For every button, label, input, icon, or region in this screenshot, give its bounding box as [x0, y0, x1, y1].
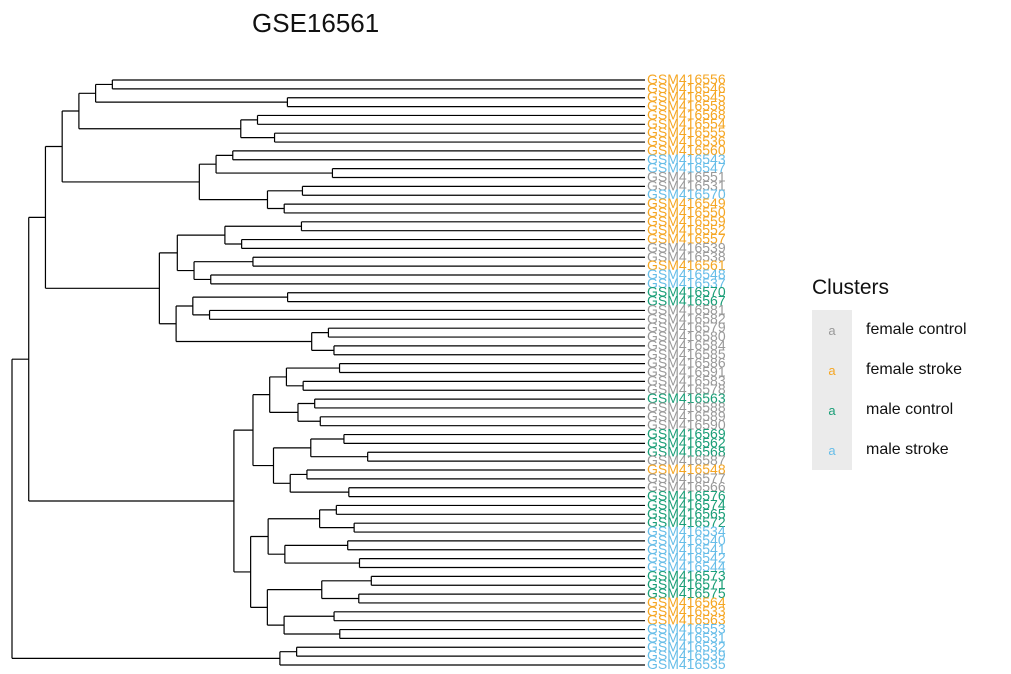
leaf-label: GSM416577: [647, 470, 726, 486]
leaf-label: GSM416536: [647, 133, 726, 149]
leaf-label: GSM416558: [647, 98, 726, 114]
leaf-label: GSM416541: [647, 541, 726, 557]
leaf-label: GSM416531: [647, 629, 726, 645]
leaf-label: GSM416548: [647, 461, 726, 477]
leaf-label: GSM416551: [647, 169, 726, 185]
leaf-label: GSM416532: [647, 638, 726, 654]
leaf-label: GSM416588: [647, 399, 726, 415]
leaf-label: GSM416586: [647, 355, 726, 371]
leaf-label: GSM416546: [647, 80, 726, 96]
leaf-label: GSM416572: [647, 514, 726, 530]
leaf-label: GSM416539: [647, 239, 726, 255]
leaf-label: GSM416534: [647, 523, 726, 539]
leaf-label: GSM416585: [647, 346, 726, 362]
legend-label: male stroke: [866, 441, 949, 458]
leaf-label: GSM416549: [647, 195, 726, 211]
legend-key: a: [812, 390, 852, 430]
legend: Clusters a female control a female stroke a m…: [812, 276, 967, 470]
leaf-label: GSM416573: [647, 567, 726, 583]
legend-label: male control: [866, 401, 954, 418]
leaf-label: GSM416570: [647, 284, 726, 300]
leaf-label: GSM416567: [647, 293, 726, 309]
leaf-label: GSM416537: [647, 275, 726, 291]
leaf-label: GSM416533: [647, 603, 726, 619]
legend-key: a: [812, 310, 852, 350]
leaf-label: GSM416555: [647, 124, 726, 140]
leaf-label: GSM416584: [647, 337, 726, 353]
leaf-label: GSM416547: [647, 160, 726, 176]
leaf-label: GSM416590: [647, 417, 726, 433]
legend-label: female control: [866, 321, 967, 338]
leaf-label: GSM416561: [647, 257, 726, 273]
dendrogram-chart: GSM416556GSM416546GSM416545GSM416558GSM4…: [11, 71, 726, 672]
leaf-label: GSM416580: [647, 328, 726, 344]
leaf-label: GSM416563: [647, 390, 726, 406]
leaf-label: GSM416564: [647, 594, 726, 610]
chart-title: GSE16561: [252, 8, 380, 38]
legend-label: female stroke: [866, 361, 963, 378]
leaf-label: GSM416562: [647, 434, 726, 450]
leaf-label: GSM416560: [647, 142, 726, 158]
leaf-label: GSM416587: [647, 452, 726, 468]
leaf-label: GSM416535: [647, 656, 726, 672]
leaf-label: GSM416545: [647, 89, 726, 105]
leaf-label: GSM416548: [647, 266, 726, 282]
leaf-label: GSM416563: [647, 612, 726, 628]
leaf-label: GSM416569: [647, 426, 726, 442]
leaf-label: GSM416578: [647, 381, 726, 397]
leaf-label: GSM416540: [647, 532, 726, 548]
legend-item: a male stroke: [812, 430, 967, 470]
leaf-label: GSM416574: [647, 496, 726, 512]
leaf-label: GSM416581: [647, 301, 726, 317]
leaf-label: GSM416542: [647, 550, 726, 566]
leaf-label: GSM416568: [647, 443, 726, 459]
leaf-label: GSM416571: [647, 576, 726, 592]
leaf-label: GSM416559: [647, 213, 726, 229]
leaf-label: GSM416544: [647, 559, 726, 575]
legend-key: a: [812, 350, 852, 390]
leaf-label: GSM416550: [647, 204, 726, 220]
leaf-label: GSM416554: [647, 115, 726, 131]
leaf-label: GSM416568: [647, 106, 726, 122]
leaf-label: GSM416566: [647, 479, 726, 495]
legend-title: Clusters: [812, 276, 890, 299]
leaf-label: GSM416589: [647, 408, 726, 424]
leaf-label: GSM416591: [647, 364, 726, 380]
leaf-label: GSM416531: [647, 177, 726, 193]
leaf-label: GSM416565: [647, 505, 726, 521]
leaf-label: GSM416557: [647, 231, 726, 247]
leaf-label: GSM416575: [647, 585, 726, 601]
leaf-label: GSM416543: [647, 151, 726, 167]
leaf-label: GSM416583: [647, 372, 726, 388]
leaf-label: GSM416538: [647, 248, 726, 264]
leaf-label: GSM416556: [647, 71, 726, 87]
leaf-label: GSM416579: [647, 319, 726, 335]
leaf-label: GSM416552: [647, 222, 726, 238]
leaf-label: GSM416582: [647, 310, 726, 326]
legend-item: a female control: [812, 310, 967, 350]
leaf-label: GSM416576: [647, 488, 726, 504]
legend-item: a male control: [812, 390, 967, 430]
leaf-label: GSM416570: [647, 186, 726, 202]
leaf-label: GSM416553: [647, 621, 726, 637]
legend-key: a: [812, 430, 852, 470]
leaf-label: GSM416539: [647, 647, 726, 663]
legend-item: a female stroke: [812, 350, 967, 390]
